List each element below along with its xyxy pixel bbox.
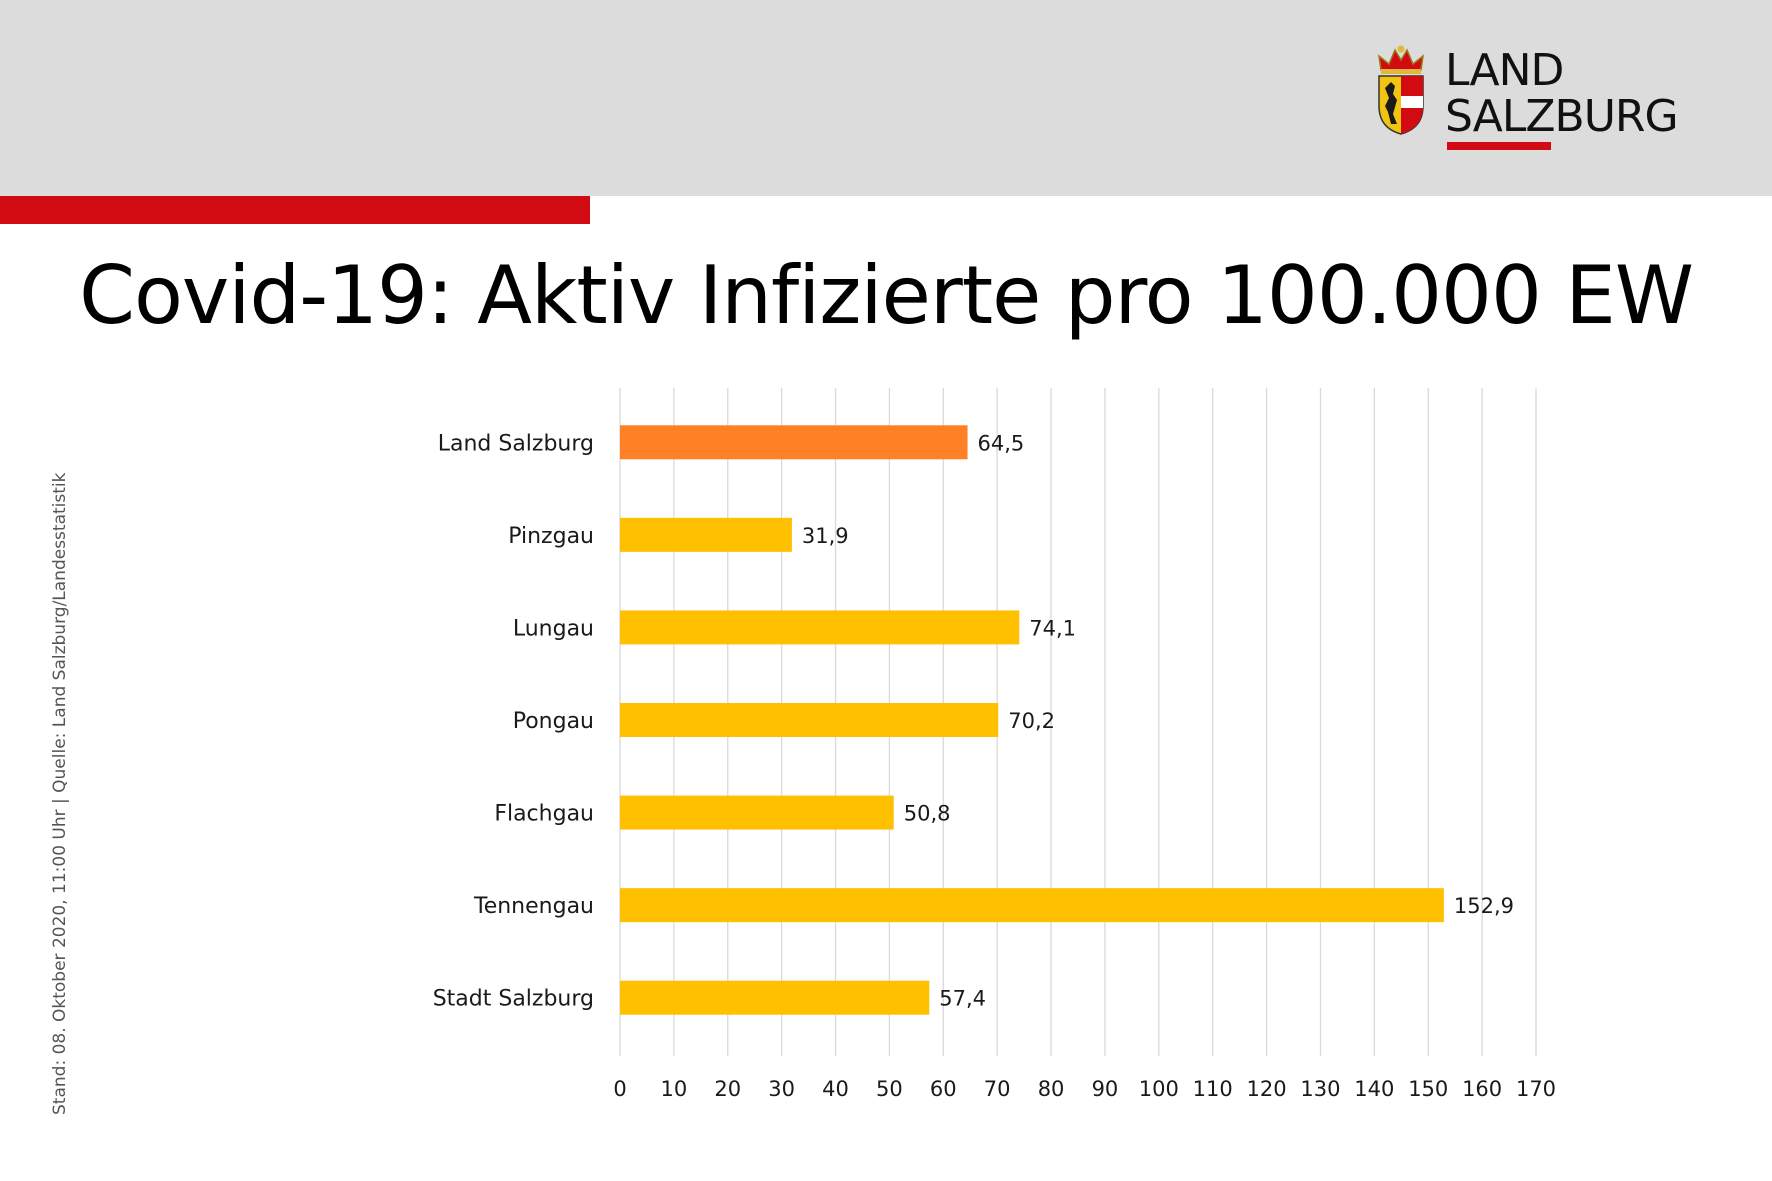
- data-label: 152,9: [1454, 894, 1514, 918]
- chart-x-axis: 0 10 20 30 40 50 60 70 80 90 100 110 120 130 140 150 160…: [613, 1077, 1556, 1101]
- data-label: 64,5: [978, 431, 1025, 455]
- chart-labels: Land Salzburg 64,5 Pinzgau 31,9 Lungau 74,1 Po…: [433, 431, 1514, 1011]
- salzburg-coat-of-arms-icon: [1377, 45, 1425, 135]
- x-tick-label: 110: [1193, 1077, 1233, 1101]
- data-label: 70,2: [1008, 709, 1055, 733]
- x-tick-label: 150: [1408, 1077, 1448, 1101]
- category-label: Lungau: [513, 616, 594, 641]
- x-tick-label: 50: [876, 1077, 903, 1101]
- bar: [620, 517, 792, 552]
- x-tick-label: 160: [1462, 1077, 1502, 1101]
- x-tick-label: 90: [1092, 1077, 1119, 1101]
- x-tick-label: 40: [822, 1077, 849, 1101]
- x-tick-label: 140: [1354, 1077, 1394, 1101]
- bar-chart: Land Salzburg 64,5 Pinzgau 31,9 Lungau 74,1 Po…: [433, 388, 1556, 1101]
- logo-underline: [1447, 142, 1551, 150]
- bar: [620, 703, 999, 737]
- bar: [620, 888, 1444, 923]
- data-label: 31,9: [802, 524, 849, 548]
- x-tick-label: 60: [930, 1077, 957, 1101]
- logo-line-2: SALZBURG: [1445, 91, 1679, 142]
- x-tick-label: 20: [714, 1077, 741, 1101]
- x-tick-label: 100: [1139, 1077, 1179, 1101]
- data-label: 50,8: [904, 802, 951, 826]
- bar: [620, 980, 930, 1015]
- bar: [620, 795, 894, 830]
- x-tick-label: 120: [1247, 1077, 1287, 1101]
- x-tick-label: 30: [768, 1077, 795, 1101]
- x-tick-label: 0: [613, 1077, 626, 1101]
- bar: [620, 610, 1020, 645]
- data-label: 57,4: [939, 987, 986, 1011]
- category-label: Flachgau: [494, 802, 594, 827]
- accent-bar: [0, 196, 590, 224]
- chart-gridlines: [619, 388, 1537, 1056]
- x-tick-label: 70: [984, 1077, 1011, 1101]
- x-tick-label: 10: [661, 1077, 688, 1101]
- x-tick-label: 130: [1300, 1077, 1340, 1101]
- data-label: 74,1: [1029, 616, 1076, 640]
- land-salzburg-logo: LAND SALZBURG: [1375, 44, 1695, 156]
- category-label: Stadt Salzburg: [433, 987, 594, 1012]
- x-tick-label: 80: [1038, 1077, 1065, 1101]
- header-band: [0, 0, 1772, 196]
- category-label: Land Salzburg: [438, 431, 594, 456]
- chart-bars: [620, 425, 1444, 1015]
- bar: [620, 425, 968, 460]
- category-label: Pongau: [513, 709, 594, 734]
- category-label: Pinzgau: [508, 524, 594, 549]
- x-tick-label: 170: [1516, 1077, 1556, 1101]
- logo-line-1: LAND: [1445, 45, 1564, 96]
- category-label: Tennengau: [473, 894, 594, 919]
- page-title: Covid-19: Aktiv Infizierte pro 100.000 E…: [79, 249, 1694, 342]
